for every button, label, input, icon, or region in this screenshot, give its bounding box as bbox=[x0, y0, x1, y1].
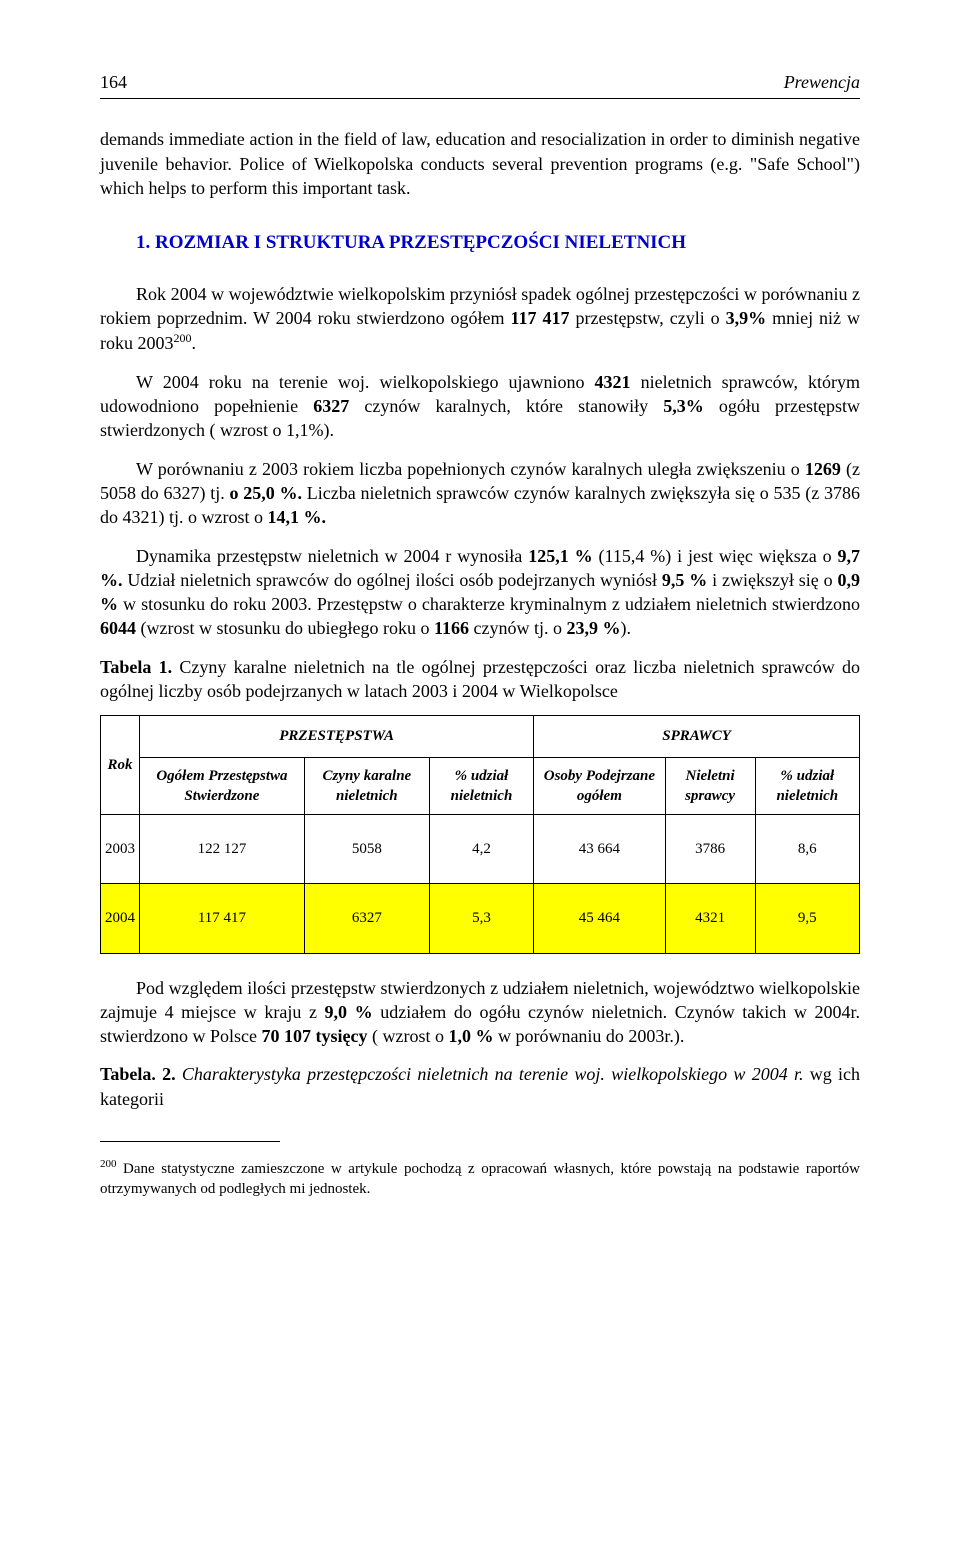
cell: 5,3 bbox=[429, 884, 533, 953]
cell: 4321 bbox=[665, 884, 755, 953]
paragraph-4: Dynamika przestępstw nieletnich w 2004 r… bbox=[100, 544, 860, 641]
text: . bbox=[192, 333, 197, 353]
group-sprawcy: SPRAWCY bbox=[534, 716, 860, 757]
text: czynów tj. o bbox=[469, 618, 566, 638]
cell-year: 2004 bbox=[101, 884, 140, 953]
text: (wzrost w stosunku do ubiegłego roku o bbox=[136, 618, 434, 638]
text: Udział nieletnich sprawców do ogólnej il… bbox=[127, 570, 662, 590]
cell: 3786 bbox=[665, 815, 755, 884]
text: i zwiększył się o bbox=[707, 570, 837, 590]
value-total-crimes: 117 417 bbox=[511, 308, 570, 328]
value-country-share: 9,0 % bbox=[325, 1002, 373, 1022]
footnote-text: Dane statystyczne zamieszczone w artykul… bbox=[100, 1161, 860, 1197]
text: w porównaniu do 2003r.). bbox=[498, 1026, 684, 1046]
table-number: Tabela 1. bbox=[100, 657, 172, 677]
cell: 5058 bbox=[304, 815, 429, 884]
paragraph-2: W 2004 roku na terenie woj. wielkopolski… bbox=[100, 370, 860, 443]
table-caption-italic: Charakterystyka przestępczości nieletnic… bbox=[176, 1064, 804, 1084]
text: (115,4 %) i jest więc większa o bbox=[593, 546, 838, 566]
table-number: Tabela. 2. bbox=[100, 1064, 176, 1084]
section-heading: 1. ROZMIAR I STRUKTURA PRZESTĘPCZOŚCI NI… bbox=[100, 230, 860, 256]
cell-year: 2003 bbox=[101, 815, 140, 884]
table-1: Rok PRZESTĘPSTWA SPRAWCY Ogółem Przestęp… bbox=[100, 715, 860, 953]
value-juvenile-offenders: 4321 bbox=[595, 372, 631, 392]
running-title: Prewencja bbox=[784, 70, 860, 94]
table2-caption: Tabela. 2. Charakterystyka przestępczośc… bbox=[100, 1062, 860, 1111]
value-increase-criminal: 1166 bbox=[434, 618, 469, 638]
running-header: 164 Prewencja bbox=[100, 70, 860, 99]
value-increase-acts: 1269 bbox=[805, 459, 841, 479]
text: ( wzrost o bbox=[367, 1026, 448, 1046]
text: ). bbox=[620, 618, 631, 638]
table-column-header-row: Ogółem Przestępstwa Stwierdzone Czyny ka… bbox=[101, 757, 860, 815]
value-percent-acts: o 25,0 %. bbox=[230, 483, 307, 503]
group-przestepstwa: PRZESTĘPSTWA bbox=[140, 716, 534, 757]
value-percent-offenders: 14,1 %. bbox=[267, 507, 326, 527]
cell: 45 464 bbox=[534, 884, 665, 953]
col-header: Czyny karalne nieletnich bbox=[304, 757, 429, 815]
value-dynamics: 125,1 % bbox=[528, 546, 592, 566]
table-row-highlighted: 2004 117 417 6327 5,3 45 464 4321 9,5 bbox=[101, 884, 860, 953]
value-poland-total: 70 107 tysięcy bbox=[261, 1026, 367, 1046]
cell: 9,5 bbox=[755, 884, 859, 953]
cell: 6327 bbox=[304, 884, 429, 953]
paragraph-1: Rok 2004 w województwie wielkopolskim pr… bbox=[100, 282, 860, 356]
page-number: 164 bbox=[100, 70, 127, 94]
col-header: Ogółem Przestępstwa Stwierdzone bbox=[140, 757, 305, 815]
text: przestępstw, czyli o bbox=[570, 308, 726, 328]
col-header: % udział nieletnich bbox=[429, 757, 533, 815]
text: czynów karalnych, które stanowiły bbox=[349, 396, 663, 416]
value-share-suspects: 9,5 % bbox=[662, 570, 707, 590]
col-header: Osoby Podejrzane ogółem bbox=[534, 757, 665, 815]
value-share: 5,3% bbox=[663, 396, 704, 416]
cell: 43 664 bbox=[534, 815, 665, 884]
cell: 122 127 bbox=[140, 815, 305, 884]
text: Dynamika przestępstw nieletnich w 2004 r… bbox=[136, 546, 528, 566]
table-row: 2003 122 127 5058 4,2 43 664 3786 8,6 bbox=[101, 815, 860, 884]
footnote-separator bbox=[100, 1141, 280, 1142]
table-caption-text: Czyny karalne nieletnich na tle ogólnej … bbox=[100, 657, 860, 701]
footnote: 200 Dane statystyczne zamieszczone w art… bbox=[100, 1157, 860, 1200]
value-acts: 6327 bbox=[313, 396, 349, 416]
col-header: Nieletni sprawcy bbox=[665, 757, 755, 815]
col-rok: Rok bbox=[101, 716, 140, 815]
table1-caption: Tabela 1. Czyny karalne nieletnich na tl… bbox=[100, 655, 860, 704]
paragraph-5: Pod względem ilości przestępstw stwierdz… bbox=[100, 976, 860, 1049]
text: W 2004 roku na terenie woj. wielkopolski… bbox=[136, 372, 595, 392]
cell: 117 417 bbox=[140, 884, 305, 953]
value-percent-criminal: 23,9 % bbox=[566, 618, 620, 638]
paragraph-3: W porównaniu z 2003 rokiem liczba popełn… bbox=[100, 457, 860, 530]
text: w stosunku do roku 2003. Przestępstw o c… bbox=[118, 594, 860, 614]
intro-paragraph: demands immediate action in the field of… bbox=[100, 127, 860, 200]
footnote-number: 200 bbox=[100, 1158, 117, 1170]
cell: 8,6 bbox=[755, 815, 859, 884]
cell: 4,2 bbox=[429, 815, 533, 884]
value-percent-decrease: 3,9% bbox=[726, 308, 767, 328]
table-group-header-row: Rok PRZESTĘPSTWA SPRAWCY bbox=[101, 716, 860, 757]
footnote-ref: 200 bbox=[174, 331, 192, 345]
text: W porównaniu z 2003 rokiem liczba popełn… bbox=[136, 459, 805, 479]
value-poland-growth: 1,0 % bbox=[448, 1026, 498, 1046]
value-criminal-acts: 6044 bbox=[100, 618, 136, 638]
col-header: % udział nieletnich bbox=[755, 757, 859, 815]
